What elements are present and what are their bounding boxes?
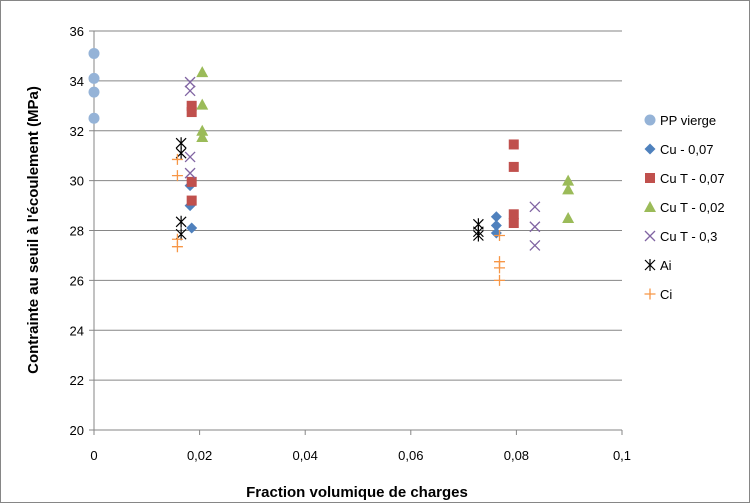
series-points	[88, 47, 100, 124]
data-point	[186, 195, 197, 206]
x-tick-label: 0,04	[293, 448, 318, 463]
data-point	[184, 76, 196, 88]
data-point	[490, 211, 502, 223]
data-point	[88, 112, 100, 124]
data-point	[196, 66, 209, 78]
data-point	[508, 139, 519, 150]
legend-label: Cu T - 0,07	[660, 171, 725, 186]
y-tick-label: 32	[70, 124, 84, 139]
legend-label: Ci	[660, 287, 672, 302]
data-point	[88, 47, 100, 59]
data-point	[196, 98, 209, 110]
y-tick-label: 34	[70, 74, 84, 89]
data-point	[508, 161, 519, 172]
data-point	[508, 209, 519, 220]
x-tick-label: 0,1	[613, 448, 631, 463]
y-tick-label: 28	[70, 224, 84, 239]
data-point	[171, 153, 183, 165]
legend-label: Cu - 0,07	[660, 142, 713, 157]
y-tick-label: 20	[70, 423, 84, 438]
legend-item: Cu T - 0,02	[644, 200, 725, 215]
legend-label: Ai	[660, 258, 672, 273]
y-tick-label: 26	[70, 273, 84, 288]
legend-item: Ci	[644, 287, 672, 302]
data-point	[494, 229, 506, 241]
data-point	[186, 107, 197, 118]
data-point	[494, 274, 506, 286]
legend-label: Cu T - 0,3	[660, 229, 717, 244]
data-points	[88, 47, 575, 286]
series-points	[184, 76, 541, 251]
series-points	[186, 100, 519, 229]
data-point	[529, 201, 541, 213]
legend-marker	[644, 114, 656, 126]
data-point	[196, 130, 209, 142]
x-tick-label: 0,02	[187, 448, 212, 463]
x-tick-label: 0,08	[504, 448, 529, 463]
data-point	[494, 262, 506, 274]
y-tick-label: 36	[70, 24, 84, 39]
legend-item: Cu T - 0,07	[645, 171, 725, 186]
data-point	[184, 151, 196, 163]
y-tick-label: 22	[70, 373, 84, 388]
legend-item: Cu T - 0,3	[644, 229, 717, 244]
data-point	[186, 222, 198, 234]
x-tick-labels: 0 0,02 0,04 0,06 0,08 0,1	[90, 448, 631, 463]
data-point	[562, 212, 575, 224]
data-point	[529, 221, 541, 233]
legend-item: PP vierge	[644, 113, 716, 128]
legend-marker	[644, 230, 656, 242]
legend-marker	[644, 201, 656, 212]
data-point	[175, 215, 187, 228]
y-tick-labels: 20 22 24 26 28 30 32 34 36	[70, 24, 84, 438]
data-point	[171, 170, 183, 182]
legend-item: Ai	[644, 258, 672, 273]
x-tick-label: 0	[90, 448, 97, 463]
data-point	[562, 174, 575, 186]
axes	[89, 30, 623, 435]
series-points	[171, 153, 506, 286]
data-point	[88, 72, 100, 84]
legend-label: Cu T - 0,02	[660, 200, 725, 215]
data-point	[508, 218, 519, 229]
data-point	[184, 85, 196, 97]
data-point	[184, 167, 196, 179]
legend-label: PP vierge	[660, 113, 716, 128]
data-point	[196, 124, 209, 136]
data-point	[490, 220, 502, 232]
x-axis-title: Fraction volumique de charges	[246, 484, 468, 501]
data-point	[472, 229, 484, 242]
data-point	[186, 100, 197, 111]
data-point	[186, 176, 197, 187]
data-point	[562, 183, 575, 195]
series-points	[196, 66, 575, 224]
legend-marker	[644, 259, 656, 271]
data-point	[171, 241, 183, 253]
data-point	[88, 86, 100, 98]
y-axis-title: Contrainte au seuil à l'écoulement (MPa)	[25, 86, 42, 374]
legend-marker	[644, 143, 656, 155]
y-tick-label: 30	[70, 174, 84, 189]
y-tick-label: 24	[70, 323, 84, 338]
legend: PP vierge Cu - 0,07 Cu T - 0,07 Cu T - 0,02…	[644, 113, 725, 302]
gridlines	[94, 30, 622, 381]
x-tick-label: 0,06	[398, 448, 423, 463]
legend-marker	[645, 173, 655, 183]
legend-marker	[644, 288, 656, 300]
legend-item: Cu - 0,07	[644, 142, 713, 157]
data-point	[529, 240, 541, 251]
